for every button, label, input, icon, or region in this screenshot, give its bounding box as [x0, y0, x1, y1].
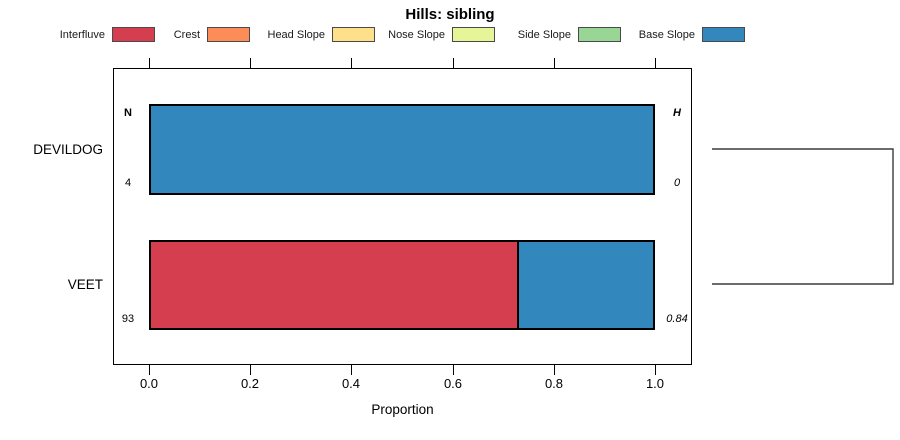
x-tick-label: 0.8 — [544, 376, 564, 391]
legend-label: Interfluve — [59, 28, 105, 41]
n-value-veet: 93 — [121, 313, 135, 325]
legend-label: Crest — [173, 28, 200, 41]
legend-item-head-slope: Head Slope — [175, 27, 375, 42]
legend-item-side-slope: Side Slope — [421, 27, 621, 42]
legend: Interfluve Crest Head Slope Nose Slope S… — [0, 0, 900, 48]
chart-title: Hills: sibling — [405, 6, 495, 23]
legend-swatch-base-slope — [702, 27, 745, 42]
x-axis-tick-top — [554, 58, 555, 68]
x-axis-tick-bottom — [554, 365, 555, 375]
h-value-veet: 0.84 — [666, 313, 688, 325]
legend-swatch-interfluve — [112, 27, 155, 42]
x-axis-tick-bottom — [453, 365, 454, 375]
legend-item-base-slope: Base Slope — [545, 27, 745, 42]
legend-swatch-crest — [207, 27, 250, 42]
legend-label: Base Slope — [638, 28, 695, 41]
bar-devildog — [149, 104, 655, 195]
n-column-header: N — [124, 107, 132, 119]
x-tick-label: 0.6 — [443, 376, 463, 391]
y-label-veet: VEET — [67, 277, 103, 292]
x-axis-tick-top — [149, 58, 150, 68]
legend-swatch-side-slope — [578, 27, 621, 42]
x-tick-label: 0.4 — [341, 376, 361, 391]
bar-segment-base-slope — [517, 242, 653, 328]
x-axis-tick-bottom — [351, 365, 352, 375]
legend-label: Head Slope — [267, 28, 326, 41]
x-axis-tick-top — [250, 58, 251, 68]
y-label-devildog: DEVILDOG — [33, 142, 103, 157]
x-axis-tick-top — [351, 58, 352, 68]
legend-label: Side Slope — [517, 28, 571, 41]
x-axis-tick-bottom — [250, 365, 251, 375]
x-axis-tick-top — [453, 58, 454, 68]
h-value-devildog: 0 — [673, 177, 681, 189]
dendrogram-branch — [712, 148, 894, 285]
legend-swatch-head-slope — [332, 27, 375, 42]
legend-item-crest: Crest — [50, 27, 250, 42]
x-tick-label: 1.0 — [645, 376, 665, 391]
bar-segment-base-slope — [151, 106, 653, 193]
x-axis-title: Proportion — [371, 402, 434, 417]
x-tick-label: 0.2 — [240, 376, 260, 391]
x-axis-tick-top — [655, 58, 656, 68]
x-axis-tick-bottom — [655, 365, 656, 375]
legend-item-nose-slope: Nose Slope — [295, 27, 495, 42]
legend-swatch-nose-slope — [452, 27, 495, 42]
legend-label: Nose Slope — [388, 28, 445, 41]
x-axis-tick-bottom — [149, 365, 150, 375]
bar-veet — [149, 240, 655, 330]
bar-segment-interfluve — [151, 242, 518, 328]
n-value-devildog: 4 — [124, 177, 132, 189]
x-tick-label: 0.0 — [139, 376, 159, 391]
legend-item-interfluve: Interfluve — [0, 27, 155, 42]
h-column-header: H — [673, 107, 681, 119]
